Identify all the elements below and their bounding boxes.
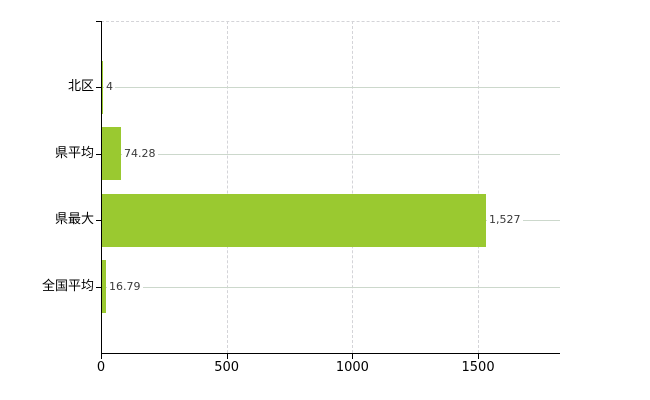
y-axis-tick bbox=[96, 287, 101, 288]
y-axis-tick bbox=[96, 154, 101, 155]
value-label: 4 bbox=[104, 80, 115, 94]
y-axis-tick bbox=[96, 21, 101, 22]
value-label: 16.79 bbox=[107, 280, 143, 294]
x-tick-label: 1500 bbox=[461, 360, 495, 375]
v-gridline bbox=[478, 21, 480, 353]
y-axis-tick bbox=[96, 220, 101, 221]
x-axis-line bbox=[101, 353, 560, 354]
value-label: 1,527 bbox=[487, 213, 523, 227]
category-label: 全国平均 bbox=[41, 279, 94, 294]
x-axis-tick bbox=[226, 353, 228, 359]
v-gridline bbox=[226, 21, 228, 353]
y-axis-line bbox=[101, 21, 102, 354]
x-axis-tick bbox=[478, 353, 480, 359]
category-label: 県平均 bbox=[54, 146, 94, 161]
x-tick-label: 0 bbox=[96, 360, 106, 375]
bar bbox=[102, 194, 486, 247]
h-gridline bbox=[101, 287, 560, 288]
bar bbox=[102, 127, 121, 180]
v-gridline bbox=[352, 21, 354, 353]
x-axis-tick bbox=[352, 353, 354, 359]
x-axis-tick bbox=[101, 353, 102, 359]
y-axis-tick bbox=[96, 87, 101, 88]
x-tick-label: 1000 bbox=[335, 360, 369, 375]
plot-area bbox=[101, 21, 560, 353]
category-label: 北区 bbox=[67, 79, 94, 94]
bar bbox=[102, 260, 106, 313]
h-gridline bbox=[101, 87, 560, 88]
plot-top-border bbox=[101, 21, 560, 22]
bar bbox=[102, 61, 103, 114]
x-tick-label: 500 bbox=[214, 360, 240, 375]
h-gridline bbox=[101, 154, 560, 155]
value-label: 74.28 bbox=[122, 147, 158, 161]
category-label: 県最大 bbox=[54, 212, 94, 227]
